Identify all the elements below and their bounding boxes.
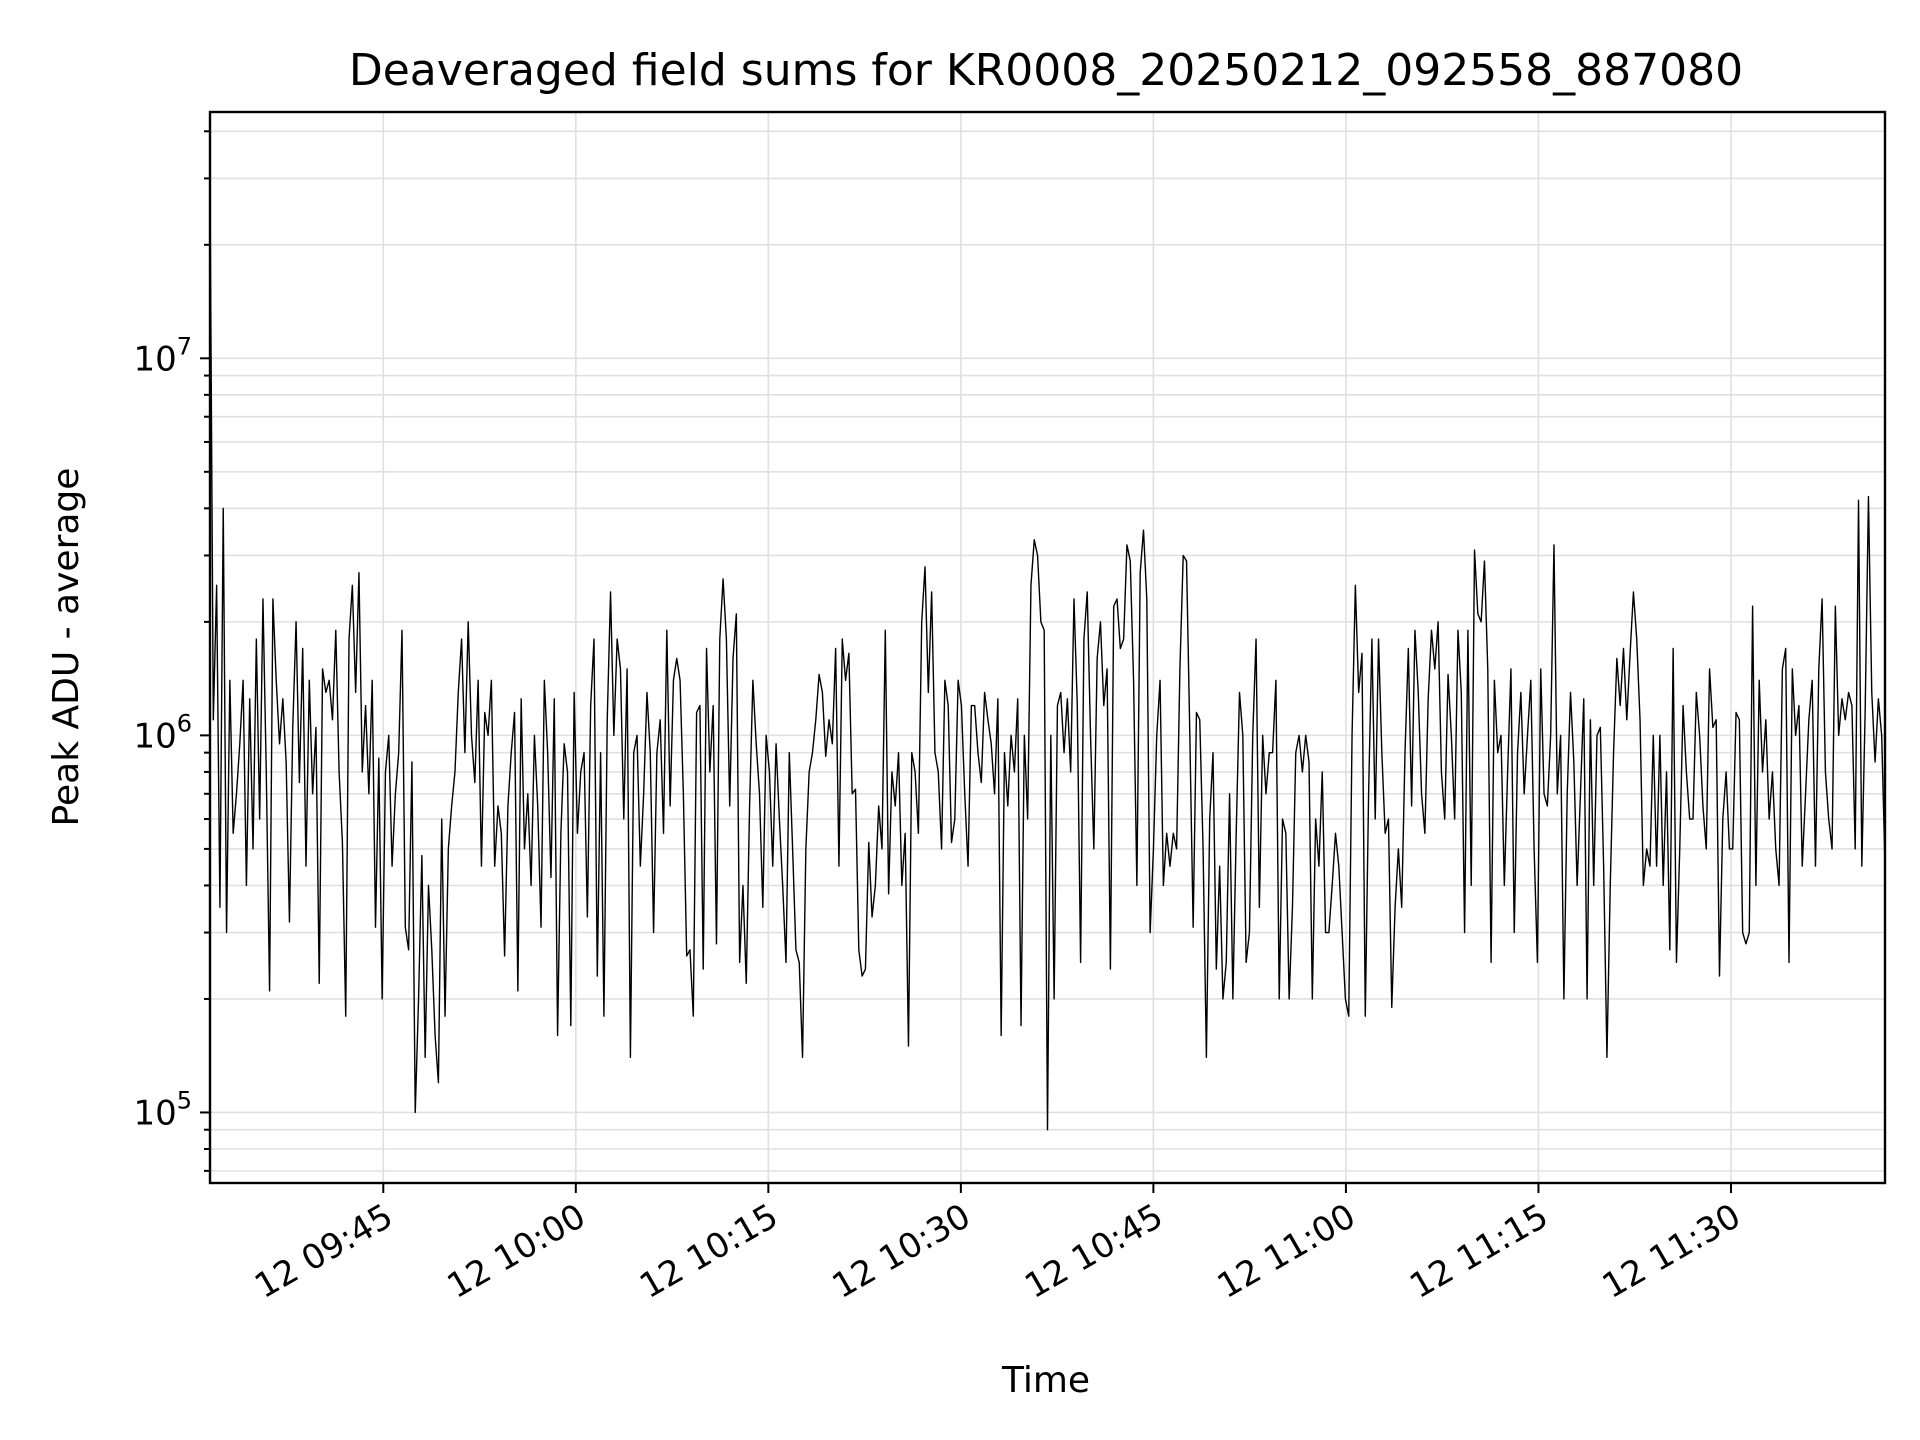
grid-lines — [210, 112, 1885, 1183]
x-axis-ticks: 12 09:45 12 10:00 12 10:15 12 10:30 12 10:45… — [248, 1183, 1747, 1307]
y-axis-label: Peak ADU - average — [46, 468, 87, 827]
x-tick-label: 12 10:00 — [441, 1196, 593, 1307]
y-tick-label: 105 — [133, 1086, 192, 1133]
y-tick-label: 106 — [133, 709, 192, 756]
x-tick-label: 12 10:30 — [826, 1196, 978, 1307]
series-line — [209, 178, 1886, 1131]
x-tick-label: 12 10:15 — [633, 1196, 785, 1307]
x-tick-label: 12 11:00 — [1211, 1196, 1363, 1307]
y-axis-ticks: 105 106 107 — [133, 130, 210, 1172]
y-tick-label: 107 — [133, 332, 192, 379]
x-tick-label: 12 11:15 — [1403, 1196, 1555, 1307]
x-tick-label: 12 10:45 — [1018, 1196, 1170, 1307]
chart-title: Deaveraged field sums for KR0008_2025021… — [349, 45, 1743, 96]
plot-frame — [208, 110, 1887, 1185]
x-tick-label: 12 09:45 — [248, 1196, 400, 1307]
x-axis-label: Time — [1001, 1360, 1090, 1401]
data-series — [209, 178, 1886, 1131]
x-tick-label: 12 11:30 — [1596, 1196, 1748, 1307]
